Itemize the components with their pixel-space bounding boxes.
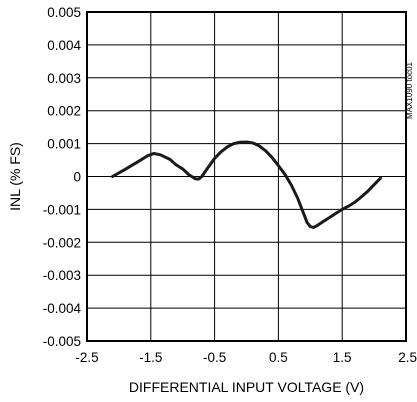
x-tick-label: -0.5	[203, 350, 226, 365]
grid-lines	[87, 12, 406, 341]
inl-series-line	[111, 140, 382, 229]
y-tick-label: 0	[73, 170, 81, 185]
x-tick-label: -2.5	[75, 350, 98, 365]
y-tick-label: 0.005	[47, 5, 81, 20]
y-tick-label: -0.005	[43, 334, 81, 349]
y-tick-label: 0.001	[47, 137, 81, 152]
x-axis-tick-labels: -2.5 -1.5 -0.5 0.5 1.5 2.5	[75, 350, 417, 365]
x-tick-label: 1.5	[333, 350, 352, 365]
y-axis-tick-labels: 0.005 0.004 0.003 0.002 0.001 0 -0.001 -0.002 -0…	[43, 5, 82, 349]
x-tick-label: -1.5	[139, 350, 162, 365]
y-tick-label: 0.002	[47, 104, 81, 119]
y-tick-label: -0.003	[43, 268, 81, 283]
plot-area-frame	[86, 11, 407, 342]
y-tick-label: 0.004	[47, 38, 81, 53]
y-tick-label: -0.001	[43, 202, 81, 217]
x-tick-label: 2.5	[398, 350, 417, 365]
x-axis-title: DIFFERENTIAL INPUT VOLTAGE (V)	[129, 379, 364, 395]
figure-code-label: MAX1090 toc01	[405, 61, 414, 118]
y-tick-label: -0.004	[43, 301, 82, 316]
y-tick-label: 0.003	[47, 71, 81, 86]
y-axis-title: INL (% FS)	[7, 142, 23, 211]
y-tick-label: -0.002	[43, 235, 81, 250]
x-tick-label: 0.5	[269, 350, 288, 365]
